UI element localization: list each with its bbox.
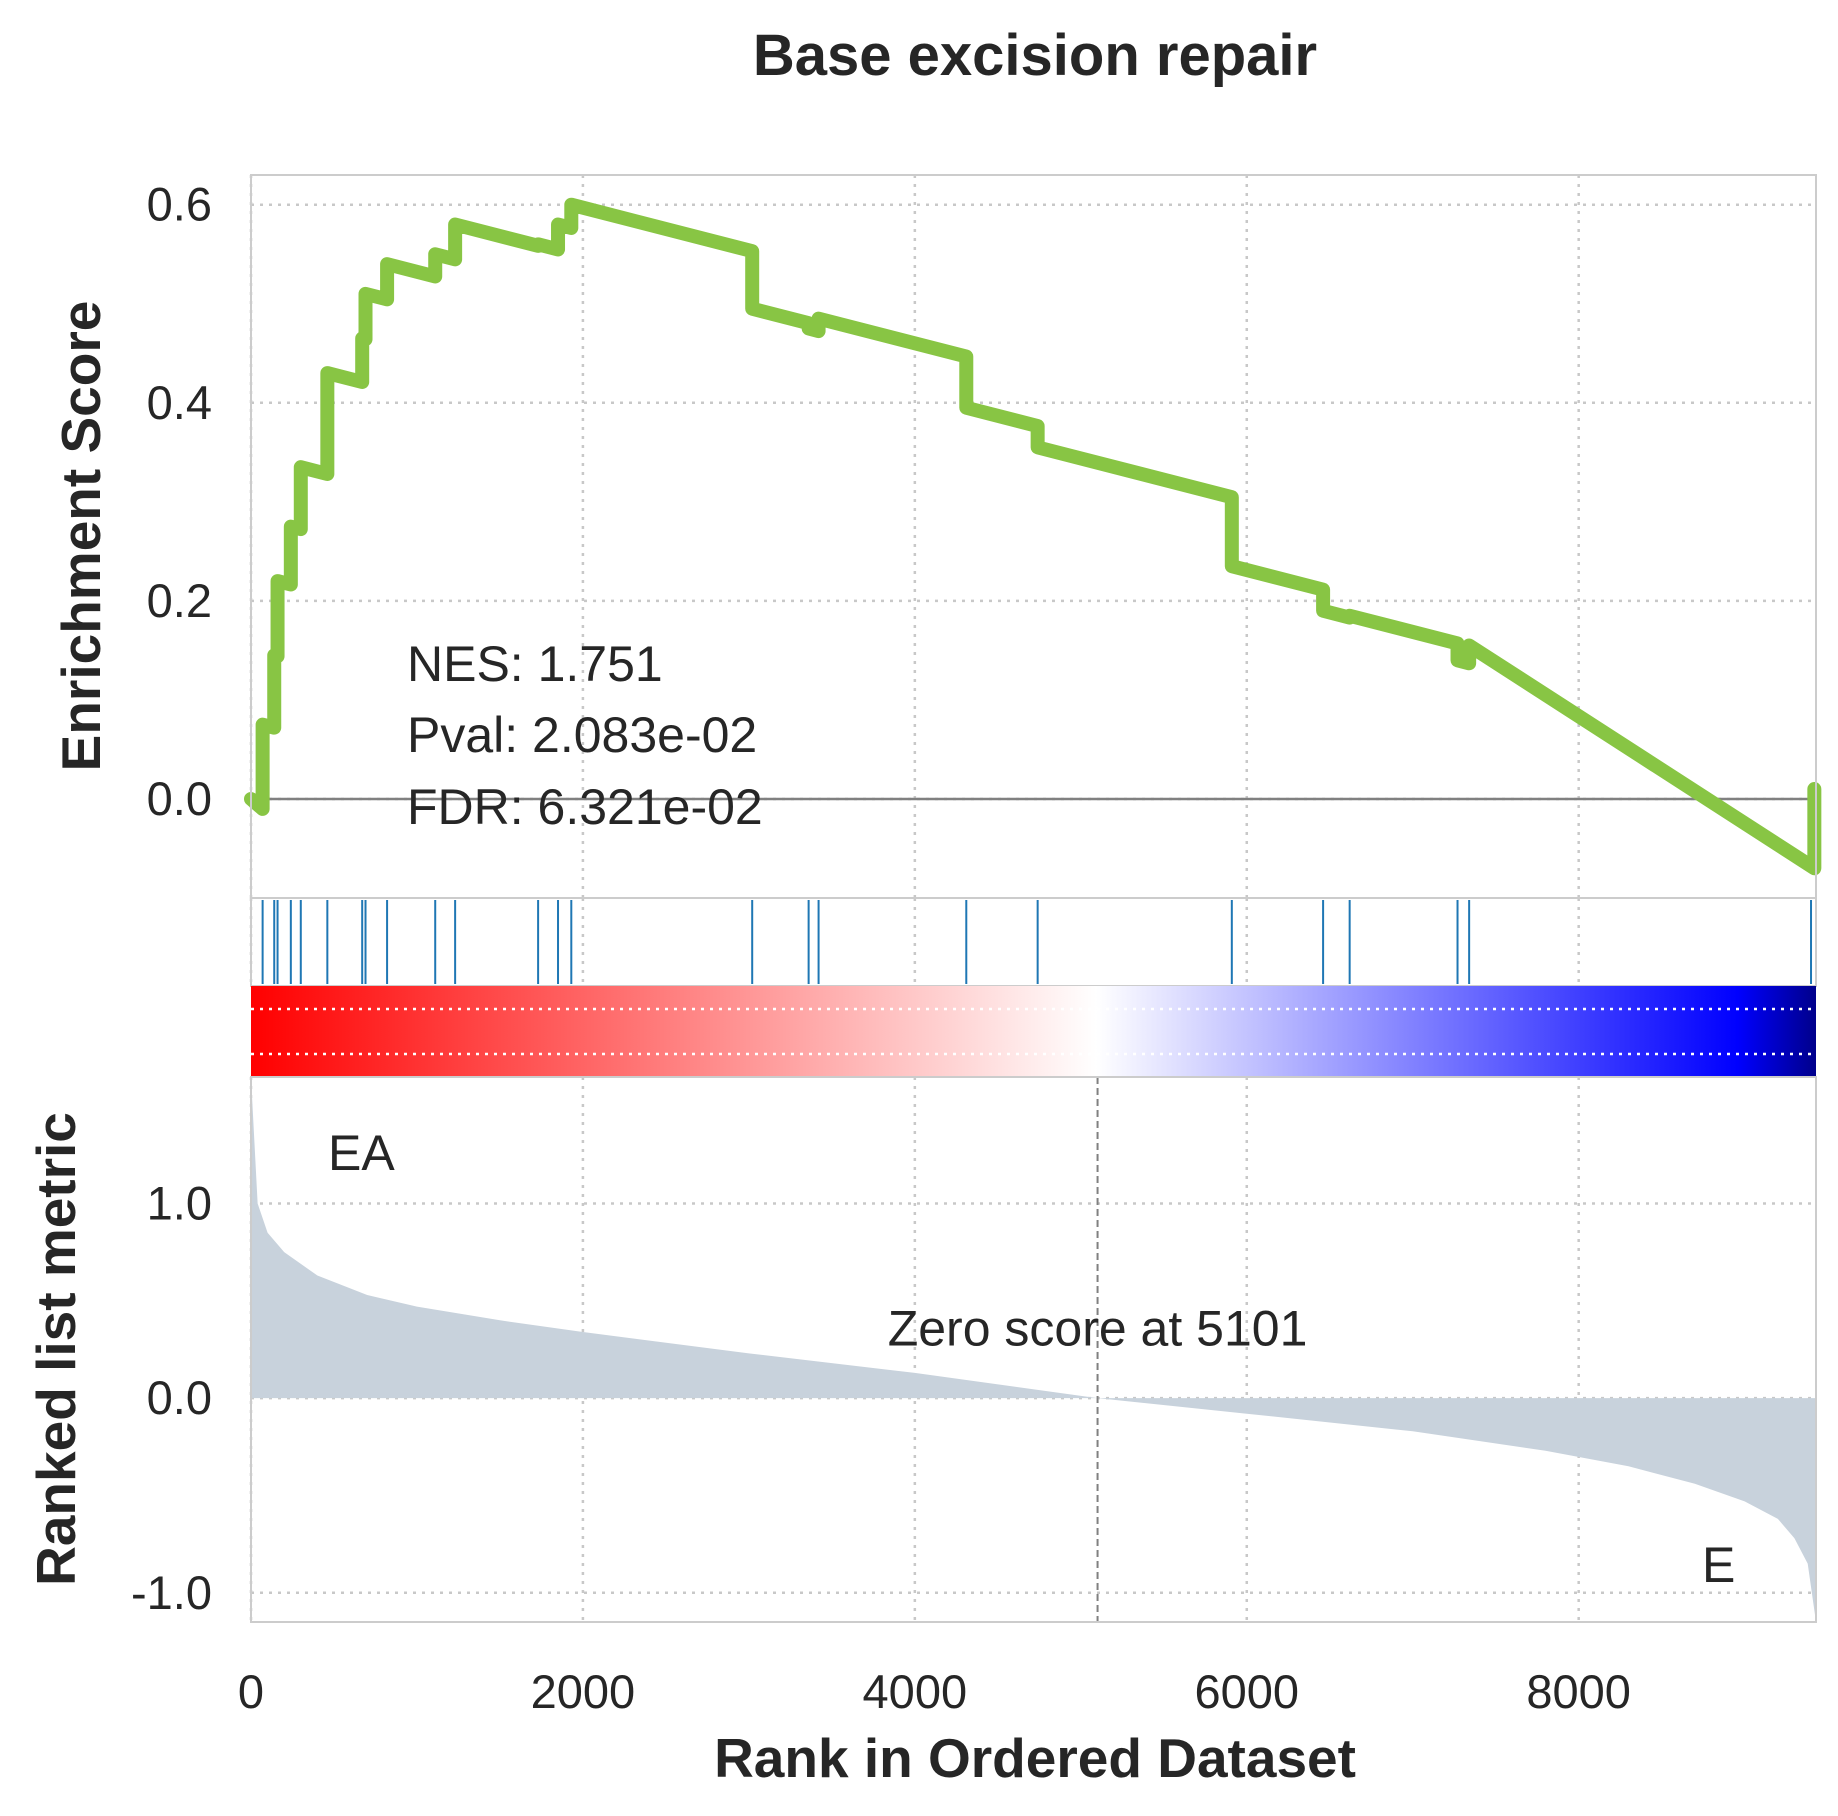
pval-stat: Pval: 2.083e-02	[407, 707, 757, 763]
x-axis-ticks: 0 2000 4000 6000 8000	[238, 1665, 1631, 1718]
nes-stat: NES: 1.751	[407, 636, 663, 692]
x-axis-title: Rank in Ordered Dataset	[714, 1727, 1356, 1789]
fdr-stat: FDR: 6.321e-02	[407, 779, 763, 835]
hits-panel	[249, 897, 1817, 987]
rank-colorbar	[251, 986, 1816, 1077]
enrichment-panel: 0.0 0.2 0.4 0.6 Enrichment Score NES: 1.751…	[50, 174, 1822, 899]
ranked-frame	[250, 1076, 1817, 1623]
x-tick-label: 2000	[531, 1665, 636, 1718]
hits-grid	[249, 898, 1580, 986]
enrichment-y-tick-label: 0.2	[147, 574, 212, 627]
enrichment-y-tick-label: 0.0	[147, 772, 212, 825]
hits-frame	[250, 897, 1817, 987]
enrichment-y-axis-title: Enrichment Score	[50, 301, 112, 772]
enrichment-y-tick-label: 0.4	[147, 376, 212, 429]
positive-phenotype-label: EA	[328, 1125, 395, 1181]
colorbar-panel	[251, 986, 1816, 1077]
hit-markers	[261, 900, 1813, 984]
x-tick-label: 0	[238, 1665, 264, 1718]
negative-phenotype-label: E	[1702, 1537, 1735, 1593]
ranked-panel: 1.0 0.0 -1.0 Zero score at 5101 EA E Ranke…	[25, 1076, 1817, 1623]
chart-title: Base excision repair	[753, 23, 1317, 88]
x-tick-label: 8000	[1526, 1665, 1631, 1718]
enrichment-score-line	[244, 197, 1822, 876]
x-tick-label: 4000	[863, 1665, 968, 1718]
enrichment-y-tick-label: 0.6	[147, 178, 212, 231]
ranked-metric-area	[251, 1077, 1816, 1622]
enrichment-y-ticks: 0.0 0.2 0.4 0.6	[147, 178, 212, 825]
ranked-y-axis-title: Ranked list metric	[25, 1112, 87, 1586]
zero-score-label: Zero score at 5101	[888, 1301, 1308, 1357]
ranked-y-ticks: 1.0 0.0 -1.0	[131, 1177, 212, 1619]
ranked-y-tick-label: 0.0	[147, 1371, 212, 1424]
ranked-y-tick-label: 1.0	[147, 1177, 212, 1230]
x-tick-label: 6000	[1194, 1665, 1299, 1718]
ranked-y-tick-label: -1.0	[131, 1566, 212, 1619]
